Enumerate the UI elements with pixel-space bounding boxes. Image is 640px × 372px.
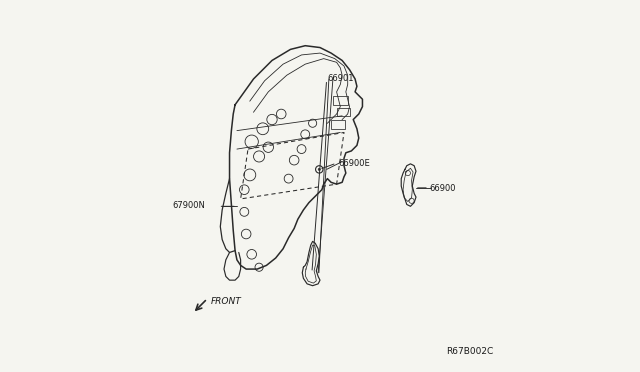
Text: FRONT: FRONT [211,297,242,306]
Bar [331,119,345,129]
Text: 66900: 66900 [429,184,456,193]
Text: 66901: 66901 [328,74,354,83]
Text: 67900N: 67900N [172,201,205,210]
Circle shape [318,168,321,170]
Text: R67B002C: R67B002C [446,347,493,356]
Bar [333,96,348,105]
Text: 66900E: 66900E [338,158,370,168]
Bar [337,108,349,116]
